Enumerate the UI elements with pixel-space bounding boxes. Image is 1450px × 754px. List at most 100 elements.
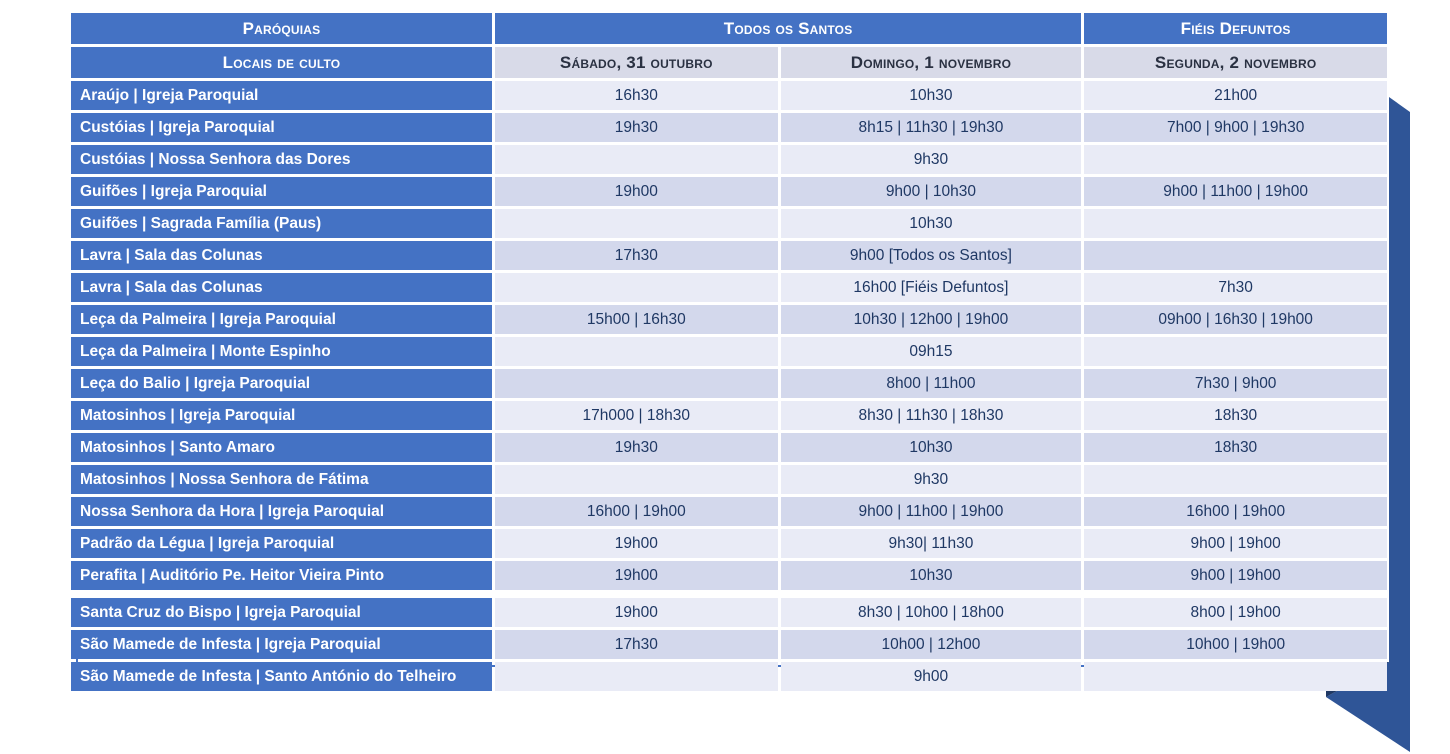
local-cell: São Mamede de Infesta | Igreja Paroquial bbox=[71, 630, 492, 659]
table-row: Padrão da Légua | Igreja Paroquial 19h00 9… bbox=[71, 529, 1387, 558]
sunday-time-cell: 10h30 bbox=[780, 209, 1082, 238]
sunday-time-cell: 8h00 | 11h00 bbox=[780, 369, 1082, 398]
monday-time-cell bbox=[1084, 465, 1387, 494]
saturday-time-cell: 17h000 | 18h30 bbox=[494, 401, 778, 430]
saturday-time-cell: 19h00 bbox=[494, 177, 778, 206]
table-row: Matosinhos | Igreja Paroquial 17h000 | 18… bbox=[71, 401, 1387, 430]
monday-time-cell: 10h00 | 19h00 bbox=[1084, 630, 1387, 659]
table-row: Custóias | Igreja Paroquial 19h30 8h15 | 1… bbox=[71, 113, 1387, 142]
monday-time-cell: 7h30 bbox=[1084, 273, 1387, 302]
monday-time-cell: 8h00 | 19h00 bbox=[1084, 598, 1387, 627]
local-cell: Lavra | Sala das Colunas bbox=[71, 273, 492, 302]
sunday-time-cell: 09h15 bbox=[780, 337, 1082, 366]
saturday-time-cell bbox=[494, 337, 778, 366]
local-cell: Guifões | Sagrada Família (Paus) bbox=[71, 209, 492, 238]
date-header-row: Locais de culto Sábado, 31 outubro Domin… bbox=[71, 47, 1387, 78]
table-row: São Mamede de Infesta | Santo António do… bbox=[71, 662, 1387, 691]
sunday-time-cell: 8h30 | 10h00 | 18h00 bbox=[780, 598, 1082, 627]
table-row: Santa Cruz do Bispo | Igreja Paroquial 19… bbox=[71, 598, 1387, 627]
section-gap-cell bbox=[71, 593, 1387, 595]
section-gap bbox=[71, 593, 1387, 595]
saturday-time-cell: 19h00 bbox=[494, 598, 778, 627]
monday-time-cell: 7h00 | 9h00 | 19h30 bbox=[1084, 113, 1387, 142]
monday-time-cell: 9h00 | 11h00 | 19h00 bbox=[1084, 177, 1387, 206]
saturday-time-cell: 19h30 bbox=[494, 113, 778, 142]
header-fieis-defuntos: Fiéis Defuntos bbox=[1084, 13, 1387, 44]
sunday-time-cell: 8h15 | 11h30 | 19h30 bbox=[780, 113, 1082, 142]
saturday-time-cell bbox=[494, 273, 778, 302]
schedule-table-body: Paróquias Todos os Santos Fiéis Defuntos… bbox=[71, 13, 1387, 691]
saturday-time-cell bbox=[494, 145, 778, 174]
sunday-time-cell: 8h30 | 11h30 | 18h30 bbox=[780, 401, 1082, 430]
saturday-time-cell: 19h00 bbox=[494, 529, 778, 558]
sunday-time-cell: 10h30 | 12h00 | 19h00 bbox=[780, 305, 1082, 334]
local-cell: Matosinhos | Santo Amaro bbox=[71, 433, 492, 462]
sunday-time-cell: 10h00 | 12h00 bbox=[780, 630, 1082, 659]
mass-schedule-table: Paróquias Todos os Santos Fiéis Defuntos… bbox=[68, 10, 1390, 694]
sunday-time-cell: 16h00 [Fiéis Defuntos] bbox=[780, 273, 1082, 302]
table-row: Lavra | Sala das Colunas 16h00 [Fiéis Def… bbox=[71, 273, 1387, 302]
local-cell: Nossa Senhora da Hora | Igreja Paroquial bbox=[71, 497, 492, 526]
saturday-time-cell: 16h00 | 19h00 bbox=[494, 497, 778, 526]
local-cell: Custóias | Igreja Paroquial bbox=[71, 113, 492, 142]
local-cell: São Mamede de Infesta | Santo António do… bbox=[71, 662, 492, 691]
sunday-time-cell: 10h30 bbox=[780, 81, 1082, 110]
local-cell: Leça do Balio | Igreja Paroquial bbox=[71, 369, 492, 398]
local-cell: Santa Cruz do Bispo | Igreja Paroquial bbox=[71, 598, 492, 627]
monday-time-cell: 16h00 | 19h00 bbox=[1084, 497, 1387, 526]
header-date-monday: Segunda, 2 novembro bbox=[1084, 47, 1387, 78]
ribbon-band bbox=[1326, 97, 1410, 752]
saturday-time-cell bbox=[494, 209, 778, 238]
sunday-time-cell: 9h30 bbox=[780, 465, 1082, 494]
local-cell: Araújo | Igreja Paroquial bbox=[71, 81, 492, 110]
header-date-sunday: Domingo, 1 novembro bbox=[780, 47, 1082, 78]
sunday-time-cell: 10h30 bbox=[780, 433, 1082, 462]
table-row: Leça do Balio | Igreja Paroquial 8h00 | 1… bbox=[71, 369, 1387, 398]
header-locais-de-culto: Locais de culto bbox=[71, 47, 492, 78]
saturday-time-cell: 19h30 bbox=[494, 433, 778, 462]
saturday-time-cell bbox=[494, 465, 778, 494]
table-row: Guifões | Sagrada Família (Paus) 10h30 bbox=[71, 209, 1387, 238]
table-row: Custóias | Nossa Senhora das Dores 9h30 bbox=[71, 145, 1387, 174]
sunday-time-cell: 9h00 | 11h00 | 19h00 bbox=[780, 497, 1082, 526]
sunday-time-cell: 9h00 | 10h30 bbox=[780, 177, 1082, 206]
table-row: São Mamede de Infesta | Igreja Paroquial… bbox=[71, 630, 1387, 659]
local-cell: Custóias | Nossa Senhora das Dores bbox=[71, 145, 492, 174]
monday-time-cell: 21h00 bbox=[1084, 81, 1387, 110]
table-row: Perafita | Auditório Pe. Heitor Vieira P… bbox=[71, 561, 1387, 590]
monday-time-cell bbox=[1084, 337, 1387, 366]
local-cell: Guifões | Igreja Paroquial bbox=[71, 177, 492, 206]
sunday-time-cell: 9h30| 11h30 bbox=[780, 529, 1082, 558]
table-row: Matosinhos | Santo Amaro 19h30 10h30 18h30 bbox=[71, 433, 1387, 462]
sunday-time-cell: 10h30 bbox=[780, 561, 1082, 590]
table-row: Araújo | Igreja Paroquial 16h30 10h30 21h00 bbox=[71, 81, 1387, 110]
monday-time-cell: 09h00 | 16h30 | 19h00 bbox=[1084, 305, 1387, 334]
saturday-time-cell: 17h30 bbox=[494, 630, 778, 659]
table-row: Leça da Palmeira | Igreja Paroquial 15h00… bbox=[71, 305, 1387, 334]
sunday-time-cell: 9h00 bbox=[780, 662, 1082, 691]
saturday-time-cell bbox=[494, 369, 778, 398]
local-cell: Leça da Palmeira | Igreja Paroquial bbox=[71, 305, 492, 334]
sunday-time-cell: 9h00 [Todos os Santos] bbox=[780, 241, 1082, 270]
local-cell: Perafita | Auditório Pe. Heitor Vieira P… bbox=[71, 561, 492, 590]
monday-time-cell: 18h30 bbox=[1084, 433, 1387, 462]
table-row: Matosinhos | Nossa Senhora de Fátima 9h30 bbox=[71, 465, 1387, 494]
local-cell: Padrão da Légua | Igreja Paroquial bbox=[71, 529, 492, 558]
header-paroquias: Paróquias bbox=[71, 13, 492, 44]
saturday-time-cell: 17h30 bbox=[494, 241, 778, 270]
saturday-time-cell bbox=[494, 662, 778, 691]
sunday-time-cell: 9h30 bbox=[780, 145, 1082, 174]
monday-time-cell bbox=[1084, 145, 1387, 174]
monday-time-cell: 18h30 bbox=[1084, 401, 1387, 430]
table-row: Guifões | Igreja Paroquial 19h00 9h00 | 10… bbox=[71, 177, 1387, 206]
monday-time-cell: 7h30 | 9h00 bbox=[1084, 369, 1387, 398]
table-row: Lavra | Sala das Colunas 17h30 9h00 [Todos… bbox=[71, 241, 1387, 270]
local-cell: Lavra | Sala das Colunas bbox=[71, 241, 492, 270]
saturday-time-cell: 16h30 bbox=[494, 81, 778, 110]
header-date-saturday: Sábado, 31 outubro bbox=[494, 47, 778, 78]
monday-time-cell bbox=[1084, 662, 1387, 691]
group-header-row: Paróquias Todos os Santos Fiéis Defuntos bbox=[71, 13, 1387, 44]
table-row: Nossa Senhora da Hora | Igreja Paroquial… bbox=[71, 497, 1387, 526]
